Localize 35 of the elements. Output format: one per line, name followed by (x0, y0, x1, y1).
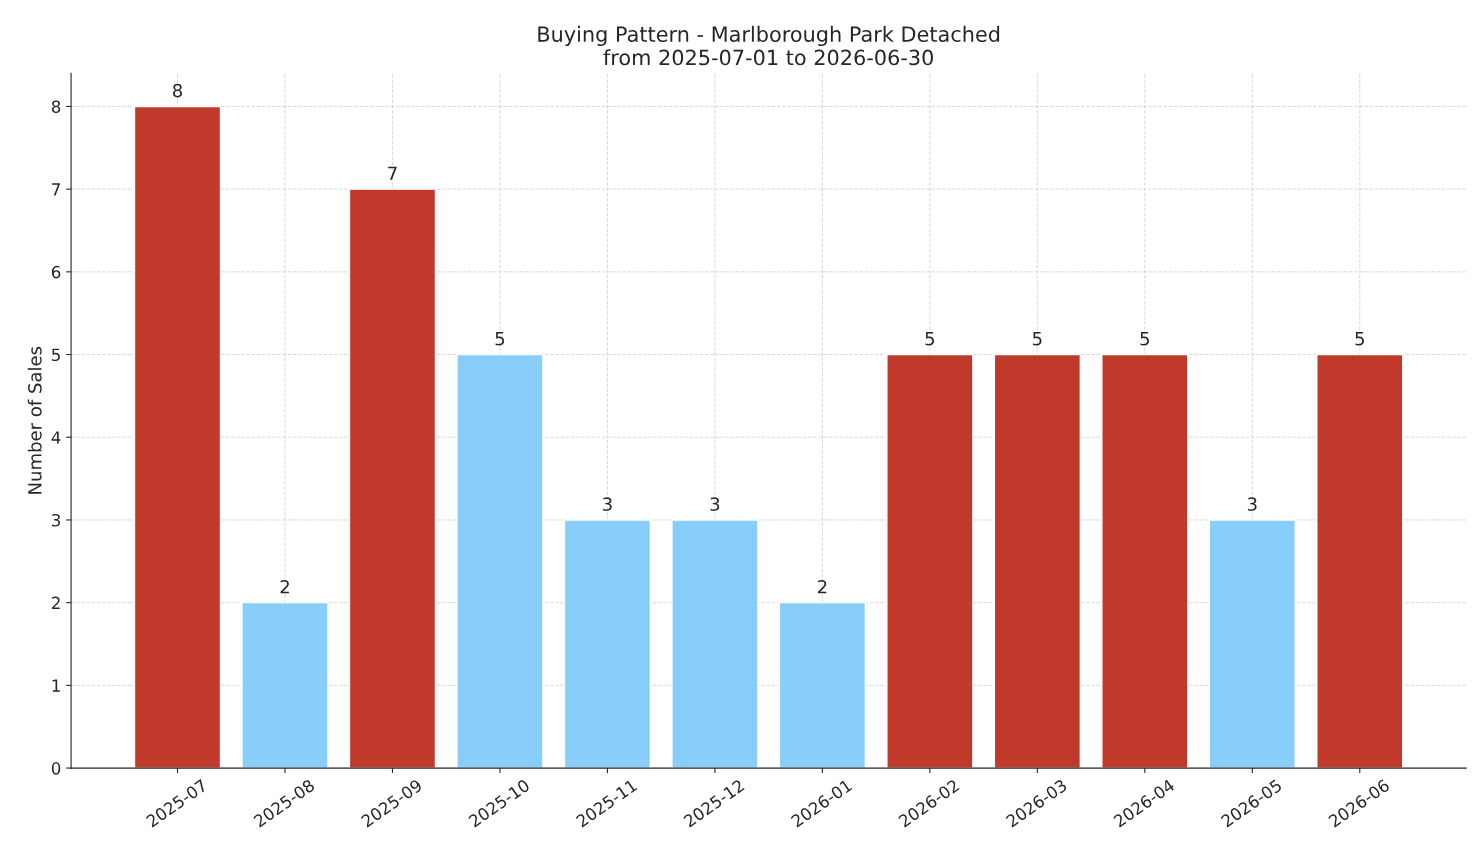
data-label: 3 (710, 497, 720, 511)
data-label: 5 (1355, 332, 1364, 346)
bar (778, 601, 867, 769)
y-tick-label: 1 (52, 679, 60, 692)
y-tick-label: 7 (52, 183, 60, 196)
y-tick-label: 3 (52, 513, 61, 527)
data-label: 8 (172, 83, 182, 98)
bar (993, 353, 1082, 769)
data-label: 5 (925, 332, 935, 346)
y-tick-label: 2 (51, 596, 60, 609)
y-tick-label: 8 (51, 100, 61, 114)
y-tick-label: 0 (51, 762, 61, 775)
data-label: 3 (1247, 497, 1257, 511)
data-label: 5 (1140, 332, 1149, 346)
bar (563, 519, 652, 769)
y-tick-label: 5 (52, 348, 60, 362)
data-label: 3 (603, 497, 612, 511)
data-label: 2 (817, 579, 827, 594)
y-tick-label: 4 (51, 431, 61, 444)
bar (1316, 353, 1404, 769)
bar (886, 353, 974, 769)
data-label: 5 (495, 332, 505, 346)
chart-title: Buying Pattern - Marlborough Park Detached from 2025-07-01 to 2026-06-30 (538, 25, 1000, 66)
bar (671, 519, 759, 769)
bar (241, 601, 329, 769)
bar (456, 353, 544, 769)
bar (133, 105, 222, 769)
bar (348, 188, 437, 769)
y-tick-label: 6 (51, 265, 61, 279)
y-axis-title: Number of Sales (27, 346, 42, 494)
data-label: 5 (1032, 332, 1042, 346)
data-label: 7 (388, 166, 397, 180)
data-label: 2 (280, 579, 289, 594)
bar (1208, 519, 1296, 769)
bar (1101, 353, 1189, 769)
